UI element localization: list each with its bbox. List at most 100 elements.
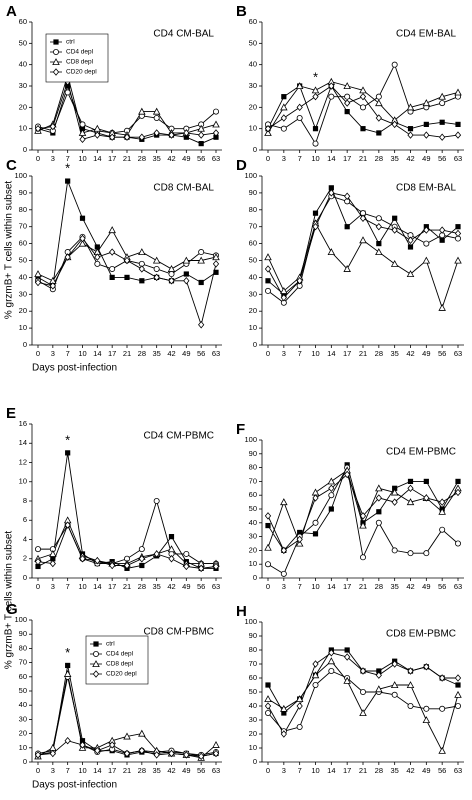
marker-circle [328, 668, 335, 675]
x-tick-label: 0 [266, 766, 270, 775]
x-tick-label: 56 [197, 154, 205, 163]
marker-diamond [423, 494, 430, 502]
x-tick-label: 56 [438, 154, 446, 163]
marker-square [328, 185, 334, 191]
x-tick-label: 14 [93, 349, 101, 358]
marker-square [360, 126, 366, 132]
marker-diamond [183, 129, 190, 137]
x-tick-label: 0 [266, 154, 270, 163]
marker-diamond [212, 129, 220, 137]
series-line [267, 469, 459, 548]
marker-triangle [375, 685, 383, 693]
marker-square [281, 710, 287, 716]
x-tick-label: 63 [454, 582, 462, 591]
marker-diamond [359, 92, 367, 101]
marker-triangle [52, 58, 60, 65]
marker-circle [153, 115, 160, 122]
marker-diamond [138, 133, 145, 141]
y-tick-label: 80 [249, 463, 257, 472]
marker-diamond [328, 484, 335, 493]
marker-triangle [295, 695, 304, 702]
marker-triangle [438, 507, 446, 515]
marker-square [65, 662, 71, 669]
y-tick-label: 40 [249, 701, 257, 710]
y-tick-label: 40 [249, 518, 257, 527]
x-tick-label: 17 [343, 582, 351, 591]
y-tick-label: 40 [19, 700, 27, 709]
x-tick-label: 14 [327, 349, 335, 358]
marker-square [376, 668, 382, 674]
marker-square [35, 274, 41, 280]
x-tick-label: 10 [78, 154, 86, 163]
marker-triangle [375, 248, 383, 256]
y-tick-label: 20 [19, 729, 27, 738]
x-tick-label: 56 [197, 349, 205, 358]
marker-triangle [295, 539, 304, 547]
x-tick-label: 7 [298, 582, 302, 591]
marker-diamond [454, 488, 462, 497]
x-tick-label: 14 [93, 766, 101, 775]
x-tick-label: 3 [51, 766, 55, 775]
panel-letter: E [6, 405, 16, 422]
marker-diamond [49, 282, 56, 290]
panel-title: CD4 CM-PBMC [143, 431, 214, 442]
marker-diamond [280, 546, 287, 555]
marker-square [297, 529, 303, 536]
marker-square [65, 450, 71, 456]
marker-circle [64, 89, 71, 96]
marker-square [312, 126, 319, 132]
marker-diamond [375, 222, 382, 231]
marker-triangle [406, 498, 415, 506]
x-tick-label: 3 [282, 582, 286, 591]
marker-diamond [168, 131, 175, 139]
marker-square [139, 278, 145, 284]
marker-square [213, 269, 219, 275]
marker-square [344, 224, 350, 230]
marker-circle [296, 724, 303, 731]
marker-square [168, 534, 175, 540]
x-axis-label: Days post-infection [32, 363, 117, 374]
marker-triangle [93, 124, 102, 132]
marker-triangle [343, 265, 351, 272]
x-tick-label: 3 [282, 766, 286, 775]
marker-square [198, 141, 204, 147]
marker-square [265, 682, 271, 688]
marker-diamond [296, 103, 303, 112]
marker-circle [153, 265, 160, 272]
marker-diamond [168, 555, 175, 563]
marker-triangle [327, 477, 336, 485]
marker-circle [280, 125, 287, 132]
marker-diamond [198, 564, 205, 573]
x-tick-label: 0 [36, 154, 40, 163]
marker-diamond [168, 277, 175, 285]
x-tick-label: 35 [152, 349, 160, 358]
y-tick-label: 50 [249, 504, 257, 513]
y-tick-label: 60 [249, 239, 257, 248]
marker-diamond [49, 559, 56, 568]
marker-square [109, 274, 115, 280]
x-tick-label: 21 [123, 349, 131, 358]
panel-letter: F [236, 421, 245, 438]
marker-square [213, 134, 219, 140]
marker-circle [328, 492, 335, 499]
marker-triangle [359, 86, 367, 94]
marker-square [407, 126, 414, 132]
marker-triangle [422, 99, 431, 107]
marker-diamond [454, 131, 462, 139]
marker-triangle [454, 690, 462, 698]
marker-circle [168, 271, 175, 278]
marker-square [455, 478, 461, 484]
marker-triangle [34, 270, 42, 278]
marker-circle [35, 546, 42, 553]
x-tick-label: 56 [438, 582, 446, 591]
x-tick-label: 35 [152, 154, 160, 163]
x-tick-label: 3 [282, 154, 286, 163]
marker-circle [79, 121, 86, 128]
marker-diamond [123, 133, 131, 141]
marker-diamond [198, 131, 205, 139]
marker-circle [296, 115, 303, 122]
marker-square [328, 506, 334, 512]
y-tick-label: 60 [249, 17, 257, 26]
x-tick-label: 21 [123, 154, 131, 163]
